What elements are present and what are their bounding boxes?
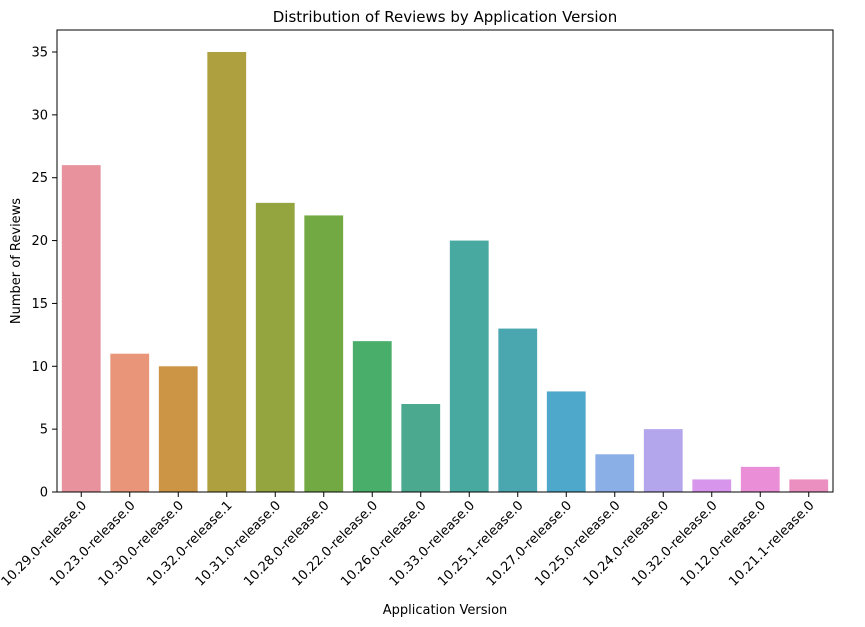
bar-4 xyxy=(255,202,295,492)
bar-5 xyxy=(304,215,344,492)
bar-11 xyxy=(595,454,635,492)
y-tick-label: 35 xyxy=(31,46,48,61)
bars-group xyxy=(61,52,829,492)
x-tick-label: 10.31.0-release.0 xyxy=(193,498,284,589)
x-tick-label: 10.32.0-release.0 xyxy=(629,498,720,589)
x-tick-label: 10.28.0-release.0 xyxy=(241,498,332,589)
bar-14 xyxy=(740,466,780,492)
bar-6 xyxy=(352,341,392,492)
x-tick-label: 10.21.1-release.0 xyxy=(726,498,817,589)
x-tick-label: 10.33.0-release.0 xyxy=(387,498,478,589)
bar-12 xyxy=(643,429,683,492)
bar-9 xyxy=(498,328,538,492)
x-axis: 10.29.0-release.010.23.0-release.010.30.… xyxy=(0,492,818,590)
y-tick-label: 10 xyxy=(31,360,48,375)
x-tick-label: 10.12.0-release.0 xyxy=(678,498,769,589)
y-tick-label: 30 xyxy=(31,108,48,123)
plot-frame xyxy=(56,29,834,493)
bar-8 xyxy=(449,240,489,492)
bar-13 xyxy=(692,479,732,492)
x-tick-label: 10.26.0-release.0 xyxy=(338,498,429,589)
bar-1 xyxy=(110,353,150,492)
y-tick-label: 5 xyxy=(40,423,48,438)
x-tick-label: 10.24.0-release.0 xyxy=(581,498,672,589)
y-axis-title: Number of Reviews xyxy=(9,198,24,324)
x-tick-label: 10.23.0-release.0 xyxy=(47,498,138,589)
x-tick-label: 10.30.0-release.0 xyxy=(96,498,187,589)
x-axis-title: Application Version xyxy=(383,603,508,618)
bar-0 xyxy=(61,165,101,492)
bar-7 xyxy=(401,404,441,492)
bar-15 xyxy=(789,479,829,492)
y-tick-label: 20 xyxy=(31,234,48,249)
x-tick-label: 10.32.0-release.1 xyxy=(144,498,235,589)
y-tick-label: 15 xyxy=(31,297,48,312)
y-tick-label: 25 xyxy=(31,171,48,186)
x-tick-label: 10.22.0-release.0 xyxy=(290,498,381,589)
x-tick-label: 10.27.0-release.0 xyxy=(484,498,575,589)
bar-10 xyxy=(546,391,586,492)
y-axis: 0 5 10 15 20 25 30 35 xyxy=(31,46,57,501)
y-tick-label: 0 xyxy=(40,486,48,501)
bar-3 xyxy=(207,52,247,492)
bar-2 xyxy=(158,366,198,492)
x-tick-label: 10.29.0-release.0 xyxy=(0,498,90,589)
x-tick-label: 10.25.0-release.0 xyxy=(532,498,623,589)
chart-title: Distribution of Reviews by Application V… xyxy=(273,8,618,26)
x-tick-label: 10.25.1-release.0 xyxy=(435,498,526,589)
